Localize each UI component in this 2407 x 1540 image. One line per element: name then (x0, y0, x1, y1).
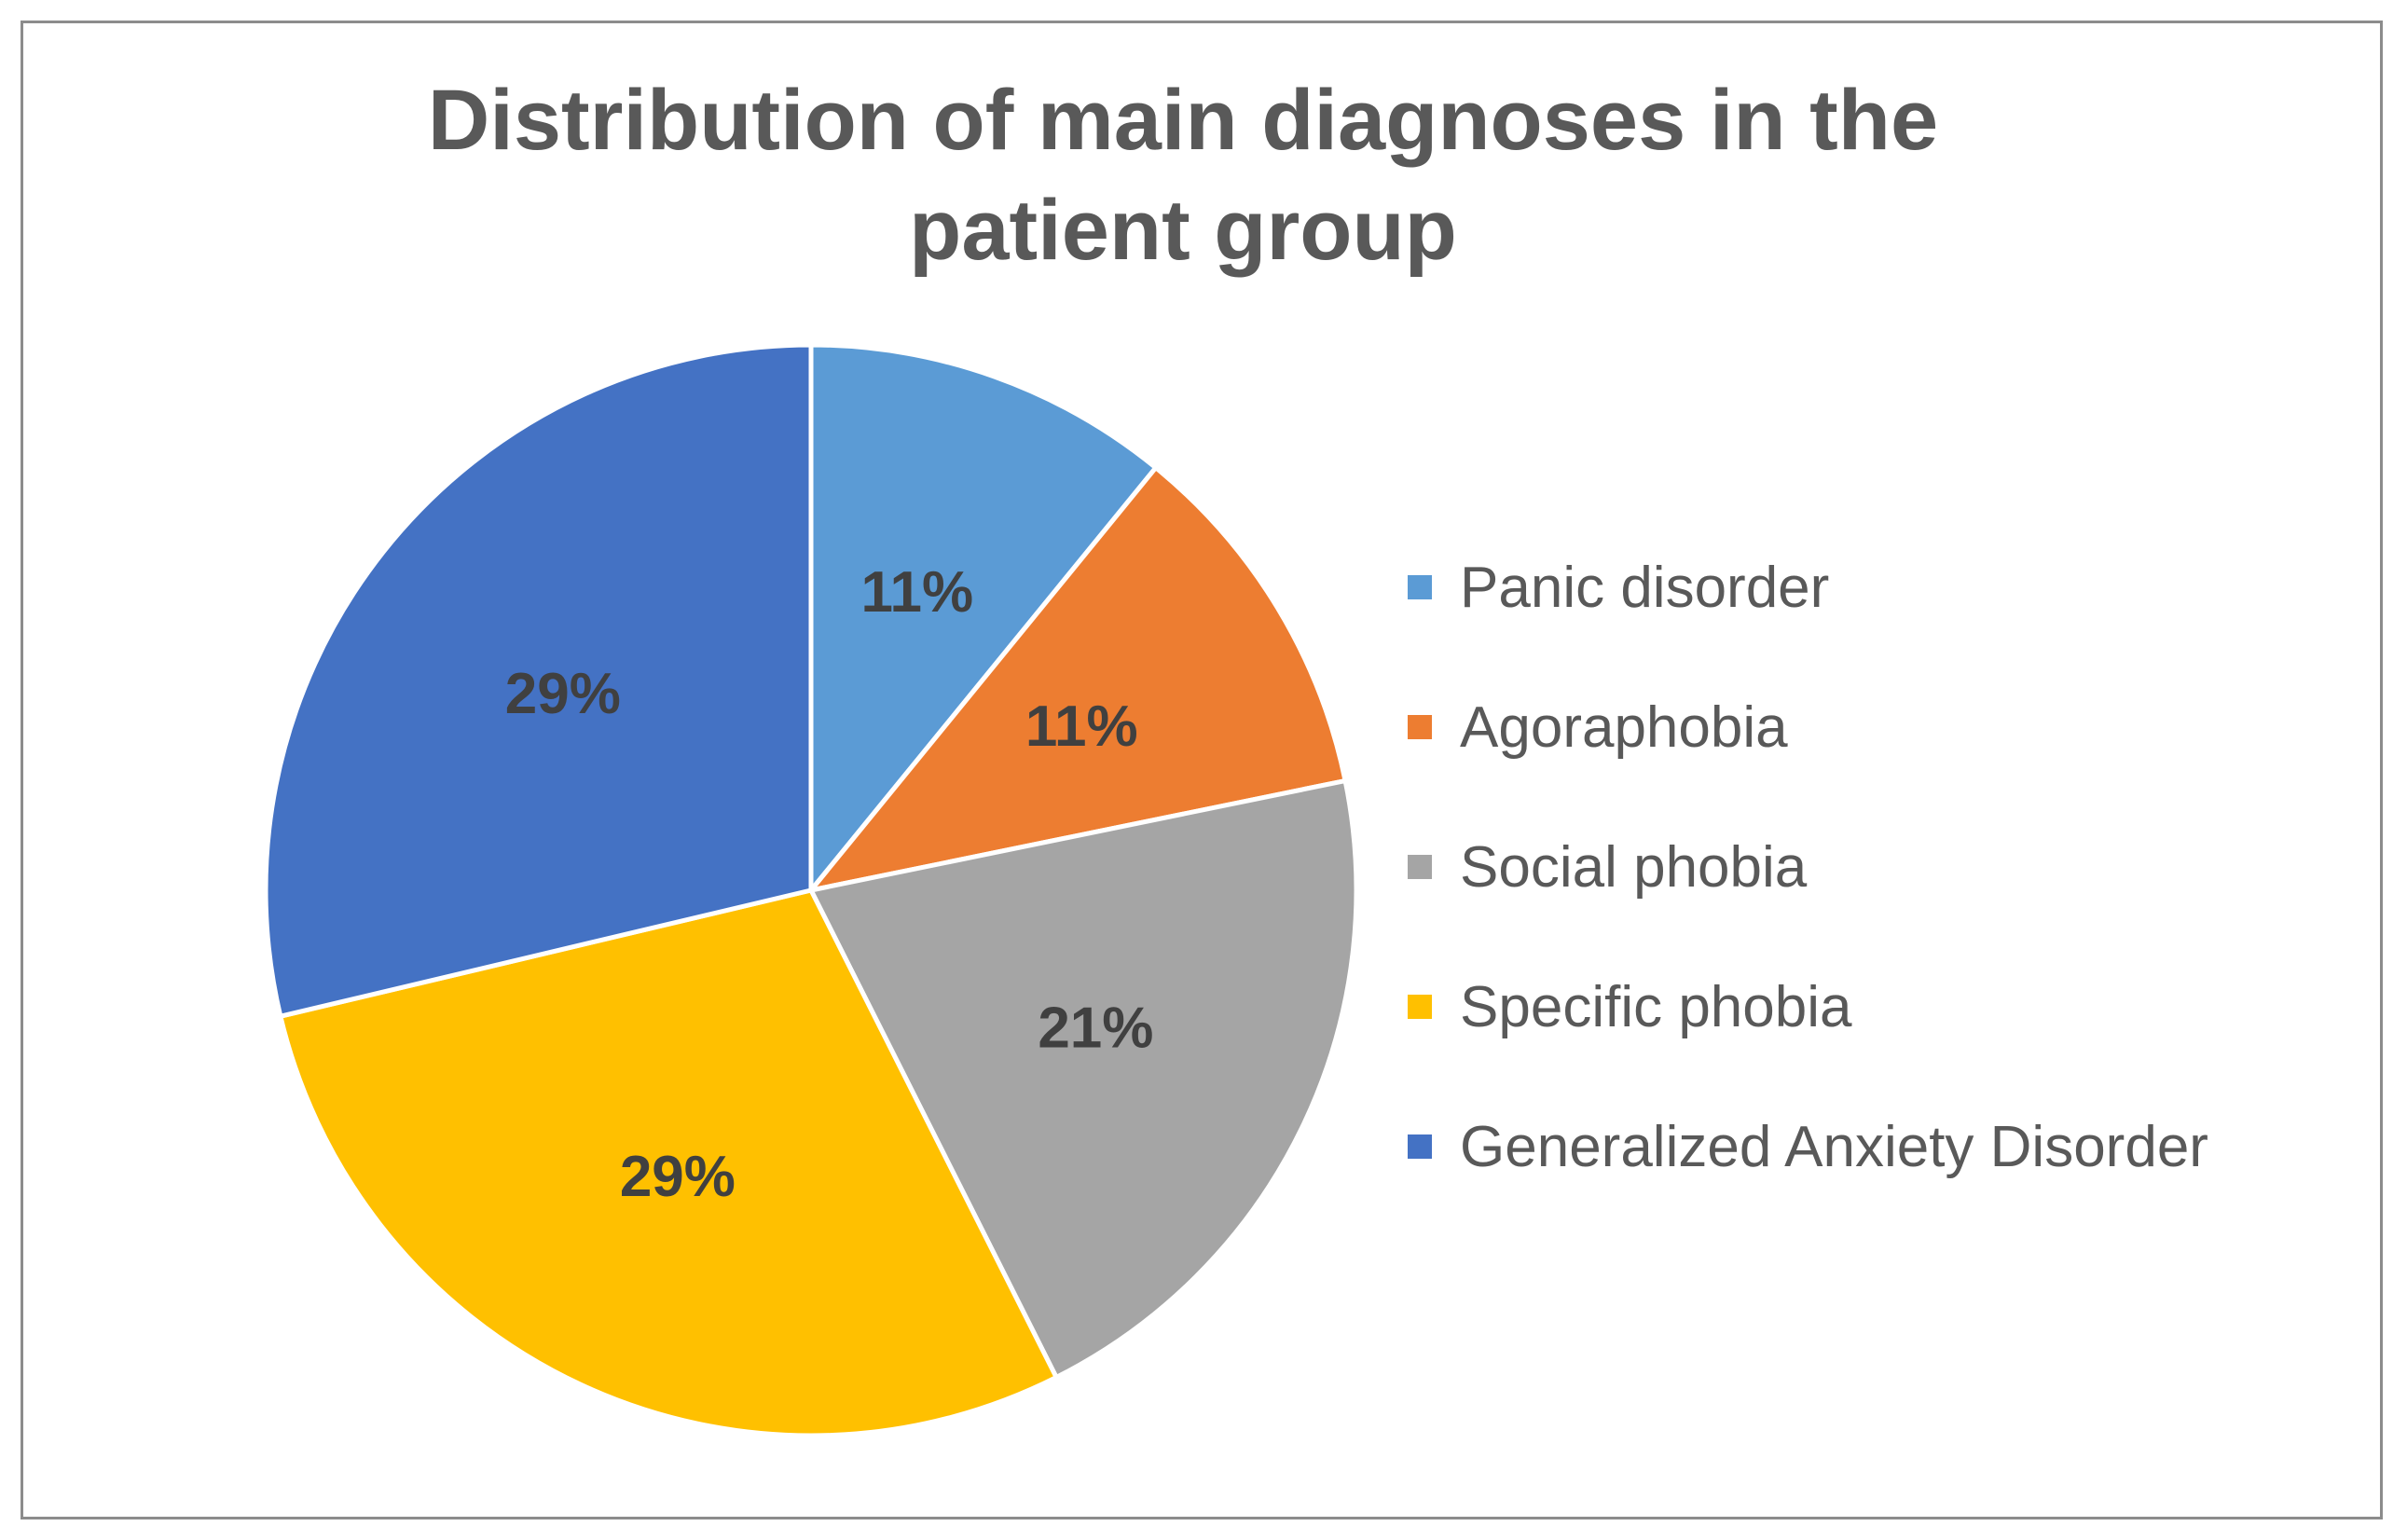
legend-swatch (1408, 855, 1432, 879)
legend-item-specific-phobia: Specific phobia (1408, 937, 2208, 1077)
legend-label: Panic disorder (1460, 555, 1830, 620)
legend-item-panic-disorder: Panic disorder (1408, 517, 2208, 657)
legend-swatch (1408, 1134, 1432, 1159)
chart-title: Distribution of main diagnoses in the pa… (0, 65, 2366, 285)
legend-item-agoraphobia: Agoraphobia (1408, 657, 2208, 797)
pie-data-labels: 11% 11% 21% 29% 29% (505, 560, 1154, 1209)
pie-slice-agoraphobia (805, 464, 1349, 894)
legend-label: Social phobia (1460, 834, 1808, 900)
pie-slice-social-phobia (807, 777, 1359, 1381)
legend-swatch (1408, 715, 1432, 739)
data-label-panic-disorder: 11% (861, 560, 974, 625)
legend-item-generalized-anxiety-disorder: Generalized Anxiety Disorder (1408, 1077, 2208, 1217)
legend-item-social-phobia: Social phobia (1408, 797, 2208, 937)
data-label-social-phobia: 21% (1038, 996, 1153, 1060)
legend-swatch (1408, 995, 1432, 1019)
data-label-specific-phobia: 29% (620, 1145, 736, 1209)
legend: Panic disorder Agoraphobia Social phobia Sp… (1408, 517, 2208, 1217)
pie-slices (263, 342, 1359, 1438)
data-label-agoraphobia: 11% (1025, 694, 1138, 759)
pie-slice-specific-phobia (277, 887, 1060, 1438)
legend-label: Agoraphobia (1460, 694, 1788, 760)
legend-swatch (1408, 575, 1432, 599)
chart-title-line-1: Distribution of main diagnoses in the (427, 73, 1939, 168)
pie-slice-generalized-anxiety-disorder (263, 342, 814, 1020)
data-label-generalized-anxiety-disorder: 29% (505, 662, 621, 726)
legend-label: Generalized Anxiety Disorder (1460, 1114, 2208, 1179)
chart-title-line-2: patient group (909, 183, 1457, 278)
pie-slice-panic-disorder (808, 342, 1160, 898)
legend-label: Specific phobia (1460, 974, 1852, 1039)
